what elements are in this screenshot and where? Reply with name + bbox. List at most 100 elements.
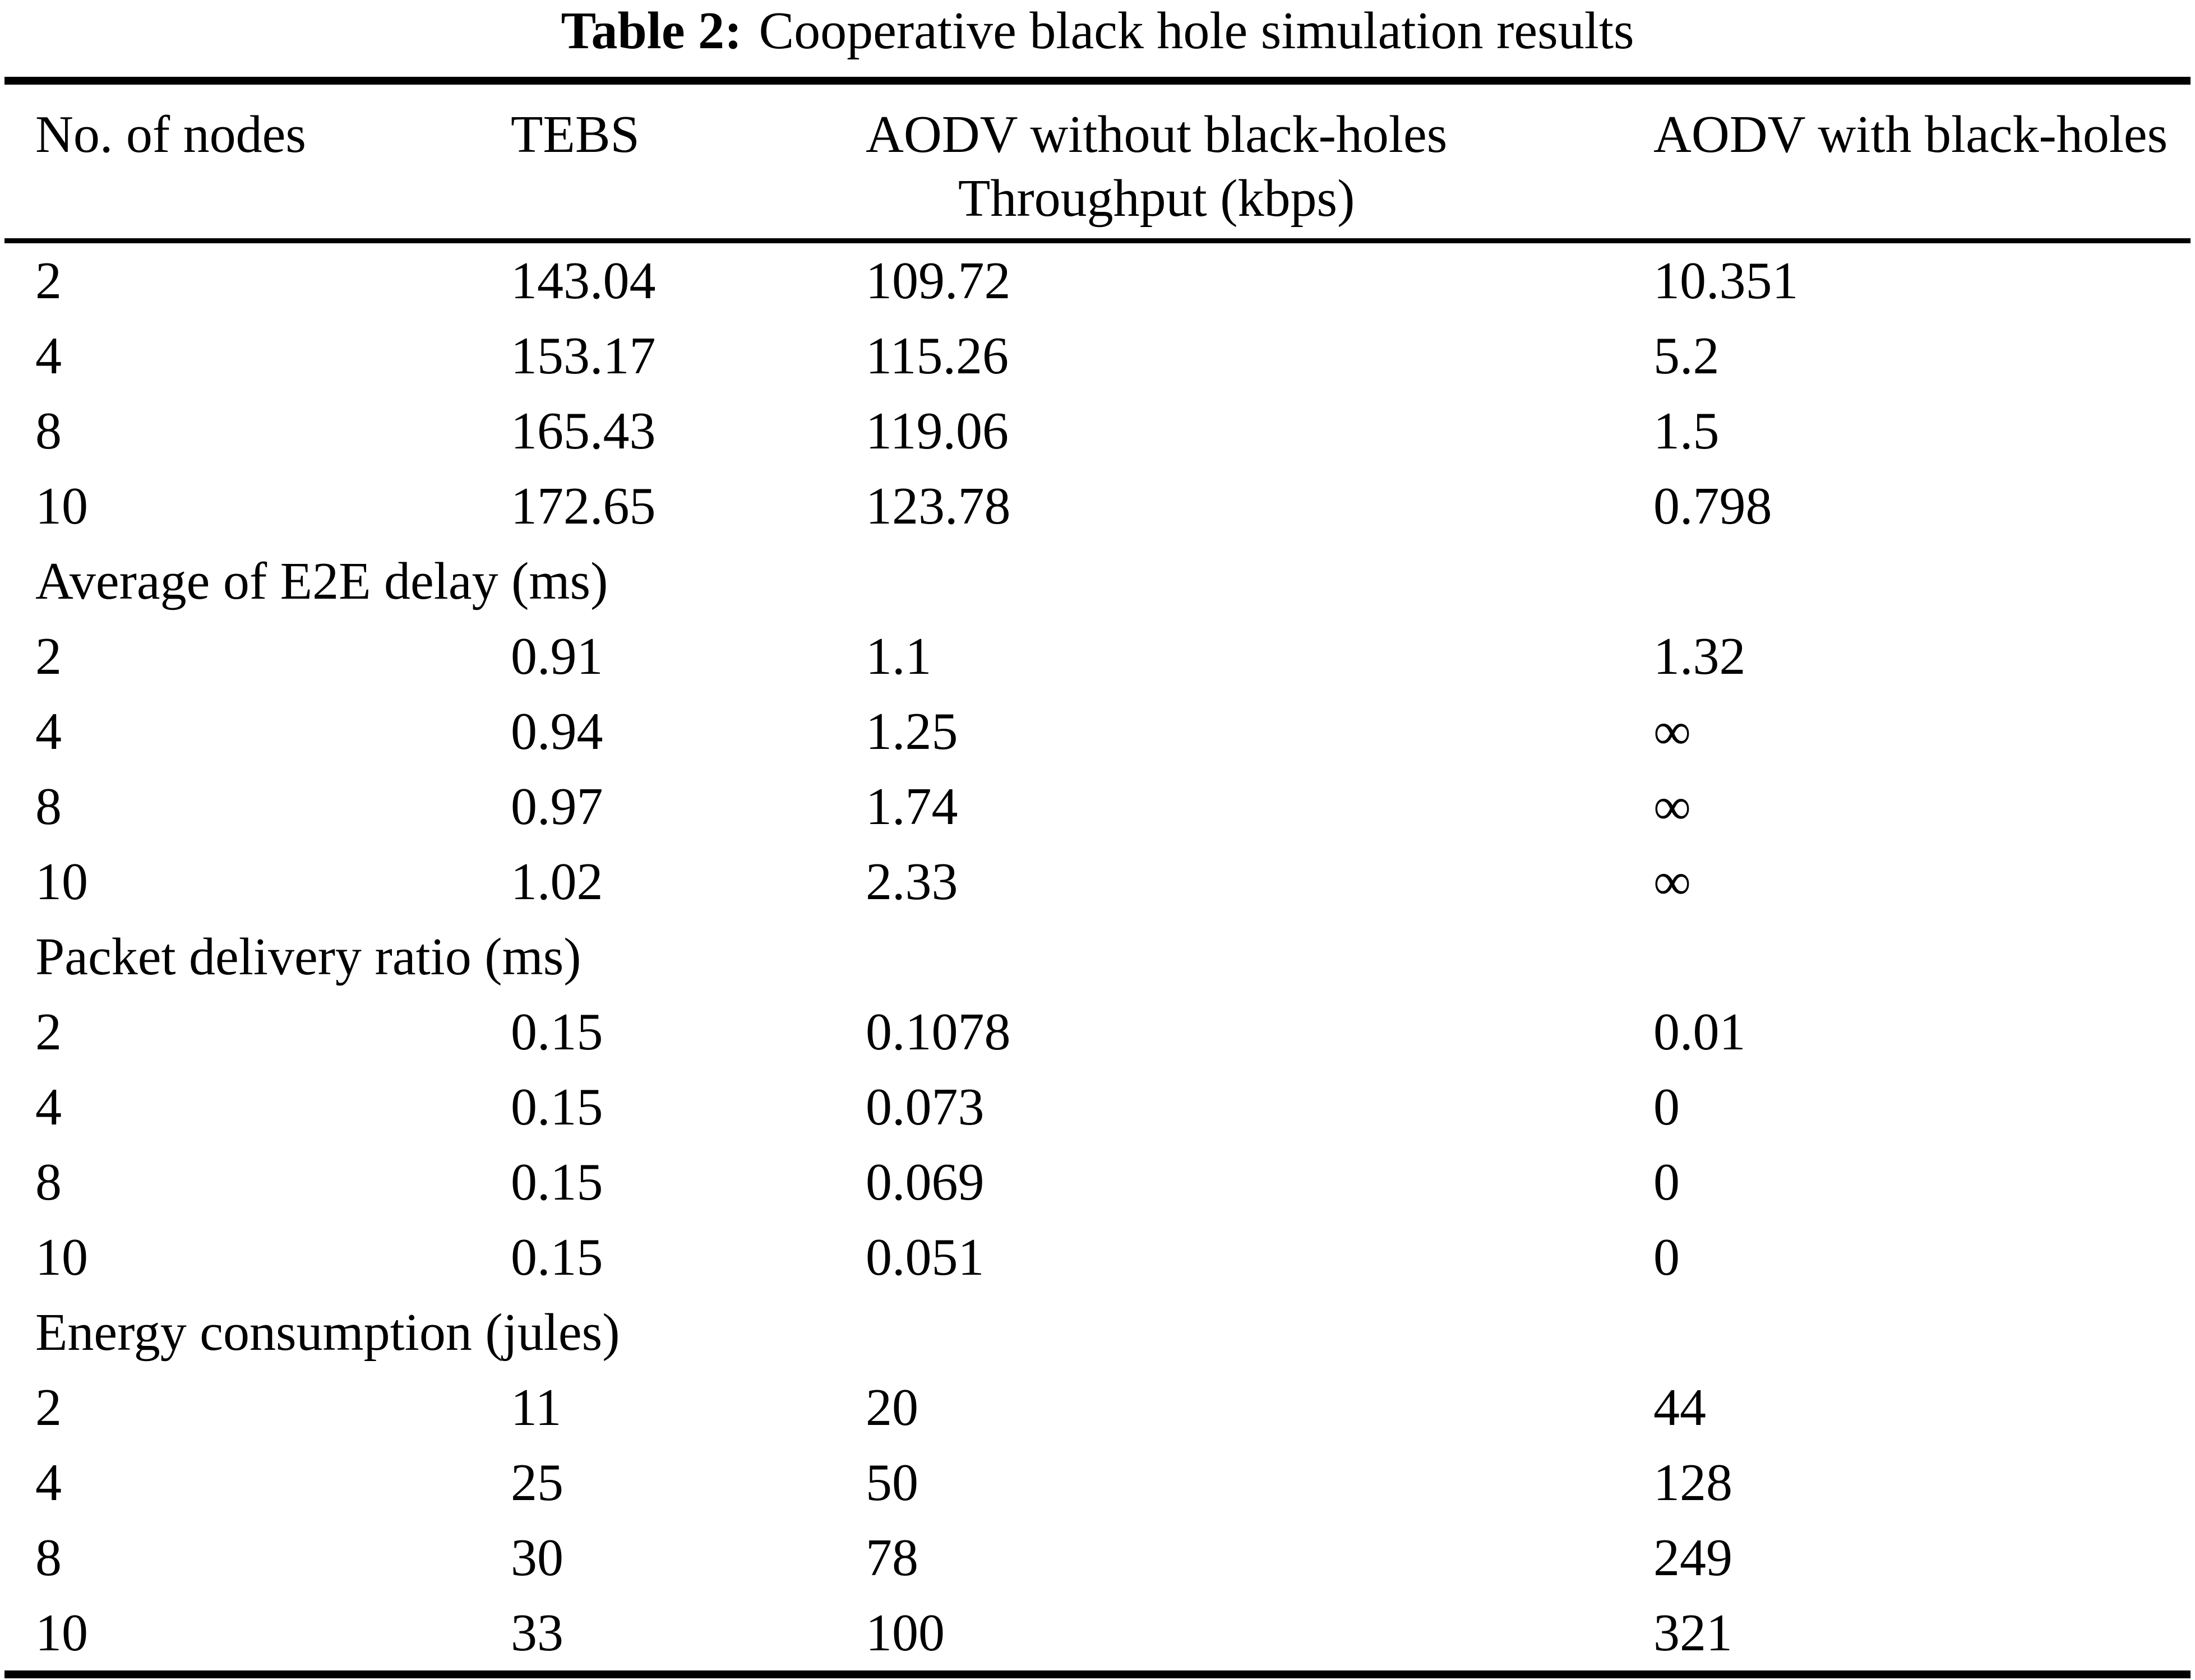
table-cell: 2 <box>35 1378 62 1437</box>
table-cell: 172.65 <box>511 477 656 536</box>
table-caption: Table 2: Cooperative black hole simulatio… <box>0 0 2195 60</box>
section-label: Energy consumption (jules) <box>35 1303 620 1362</box>
table-cell: 10 <box>35 477 88 536</box>
table-cell: 2 <box>35 1003 62 1062</box>
table-cell: 0.15 <box>511 1153 603 1212</box>
table-cell: 20 <box>866 1378 918 1437</box>
table-header: No. of nodes TEBS AODV without black-hol… <box>4 81 2191 244</box>
table-row: 2 0.91 1.1 1.32 <box>4 619 2191 694</box>
table-cell: 1.74 <box>866 777 958 836</box>
col-header-no-of-nodes: No. of nodes <box>4 81 511 244</box>
table-cell: 109.72 <box>866 252 1011 311</box>
table-cell: 25 <box>511 1454 563 1512</box>
table-cell: 1.32 <box>1653 627 1746 686</box>
table-cell: 10 <box>35 1604 88 1663</box>
table-cell: 0.15 <box>511 1228 603 1287</box>
section-label: Packet delivery ratio (ms) <box>35 928 581 987</box>
table-cell: 44 <box>1653 1378 1706 1437</box>
section-label-row: Energy consumption (jules) <box>4 1295 2191 1370</box>
table-cell: 128 <box>1653 1454 1732 1512</box>
table-cell: 8 <box>35 1153 62 1212</box>
table-row: 10 172.65 123.78 0.798 <box>4 469 2191 544</box>
header-row: No. of nodes TEBS AODV without black-hol… <box>4 81 2191 244</box>
table-cell: 78 <box>866 1529 918 1588</box>
table-cell: 0 <box>1653 1153 1680 1212</box>
table-cell: ∞ <box>1653 853 1692 911</box>
table-cell: 10 <box>35 1228 88 1287</box>
table-cell: 165.43 <box>511 402 656 461</box>
table-row: 10 33 100 321 <box>4 1595 2191 1674</box>
table-row: 8 165.43 119.06 1.5 <box>4 394 2191 469</box>
table-cell: 4 <box>35 702 62 761</box>
col-header-aodv-with-black-holes: AODV with black-holes <box>1653 81 2191 244</box>
table-cell: 2 <box>35 627 62 686</box>
table-cell: 115.26 <box>866 327 1009 386</box>
table-cell: 100 <box>866 1604 945 1663</box>
table-cell: 33 <box>511 1604 563 1663</box>
table-cell: 50 <box>866 1454 918 1512</box>
table-cell: ∞ <box>1653 702 1692 761</box>
table-row: 4 25 50 128 <box>4 1445 2191 1520</box>
table-cell: 1.5 <box>1653 402 1720 461</box>
col-header-aodv-without-label: AODV without black-holes <box>866 105 1448 164</box>
table-cell: 0.15 <box>511 1003 603 1062</box>
table-cell: 30 <box>511 1529 563 1588</box>
table-cell: 0.1078 <box>866 1003 1011 1062</box>
throughput-subheader: Throughput (kbps) <box>958 169 1355 228</box>
table-cell: 10.351 <box>1653 252 1799 311</box>
table-row: 4 0.94 1.25 ∞ <box>4 694 2191 769</box>
table-cell: 0.051 <box>866 1228 985 1287</box>
table-cell: 0 <box>1653 1228 1680 1287</box>
table-cell: 5.2 <box>1653 327 1720 386</box>
table-row: 2 143.04 109.72 10.351 <box>4 241 2191 319</box>
table-cell: 119.06 <box>866 402 1009 461</box>
table-row: 8 0.15 0.069 0 <box>4 1145 2191 1220</box>
table-cell: 4 <box>35 1454 62 1512</box>
table-row: 10 0.15 0.051 0 <box>4 1220 2191 1295</box>
table-cell: 10 <box>35 853 88 911</box>
table-cell: 0.798 <box>1653 477 1772 536</box>
table-cell: 249 <box>1653 1529 1732 1588</box>
table-row: 8 30 78 249 <box>4 1520 2191 1595</box>
table-caption-text: Cooperative black hole simulation result… <box>759 2 1634 60</box>
table-cell: 1.25 <box>866 702 958 761</box>
table-row: 8 0.97 1.74 ∞ <box>4 769 2191 844</box>
table-row: 10 1.02 2.33 ∞ <box>4 844 2191 919</box>
table-cell: 8 <box>35 402 62 461</box>
table-cell: 0.073 <box>866 1078 985 1137</box>
results-table: No. of nodes TEBS AODV without black-hol… <box>4 77 2191 1679</box>
table-cell: 2.33 <box>866 853 958 911</box>
aodv-without-header-stack: AODV without black-holes Throughput (kbp… <box>866 103 1447 230</box>
table-row: 4 153.17 115.26 5.2 <box>4 318 2191 394</box>
table-row: 2 0.15 0.1078 0.01 <box>4 994 2191 1070</box>
table-row: 4 0.15 0.073 0 <box>4 1070 2191 1145</box>
table-cell: 4 <box>35 1078 62 1137</box>
section-label: Average of E2E delay (ms) <box>35 552 608 611</box>
table-cell: 8 <box>35 1529 62 1588</box>
table-body: 2 143.04 109.72 10.351 4 153.17 115.26 5.2 8 165.… <box>4 241 2191 1675</box>
table-cell: 4 <box>35 327 62 386</box>
table-cell: 0 <box>1653 1078 1680 1137</box>
section-label-row: Packet delivery ratio (ms) <box>4 919 2191 994</box>
table-cell: 11 <box>511 1378 562 1437</box>
table-cell: 0.069 <box>866 1153 985 1212</box>
table-cell: 1.1 <box>866 627 932 686</box>
table-caption-number: Table 2: <box>561 2 742 60</box>
table-cell: 0.01 <box>1653 1003 1746 1062</box>
table-cell: 0.97 <box>511 777 603 836</box>
col-header-tebs: TEBS <box>511 81 866 244</box>
table-cell: 8 <box>35 777 62 836</box>
table-cell: 1.02 <box>511 853 603 911</box>
table-cell: 0.15 <box>511 1078 603 1137</box>
table-cell: 0.91 <box>511 627 603 686</box>
table-cell: 2 <box>35 252 62 311</box>
table-cell: ∞ <box>1653 777 1692 836</box>
table-cell: 153.17 <box>511 327 656 386</box>
table-cell: 143.04 <box>511 252 656 311</box>
table-row: 2 11 20 44 <box>4 1370 2191 1445</box>
section-label-row: Average of E2E delay (ms) <box>4 544 2191 619</box>
col-header-aodv-without-black-holes: AODV without black-holes Throughput (kbp… <box>866 81 1653 244</box>
table-cell: 123.78 <box>866 477 1011 536</box>
table-cell: 321 <box>1653 1604 1732 1663</box>
